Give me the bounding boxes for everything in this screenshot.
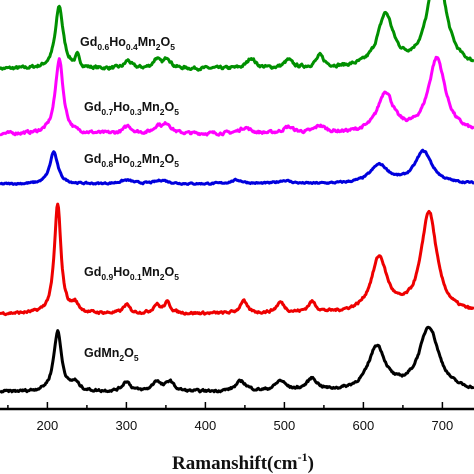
x-tick-label-400: 400 [195, 418, 217, 433]
series-line-0 [0, 0, 474, 72]
x-axis: 200 300 400 500 600 700 [0, 402, 474, 433]
x-tick-label-500: 500 [274, 418, 296, 433]
x-axis-title: Ramanshift(cm-1) [172, 450, 314, 474]
series-label-1: Gd0.7Ho0.3Mn2O5 [84, 100, 179, 117]
series-label-3: Gd0.9Ho0.1Mn2O5 [84, 265, 179, 282]
x-tick-label-200: 200 [37, 418, 59, 433]
series-layer [0, 0, 474, 394]
series-label-0: Gd0.6Ho0.4Mn2O5 [80, 35, 175, 52]
series-line-1 [0, 55, 474, 137]
series-label-4: GdMn2O5 [84, 346, 139, 363]
x-tick-label-300: 300 [116, 418, 138, 433]
series-line-2 [0, 148, 474, 186]
series-label-layer: Gd0.6Ho0.4Mn2O5 Gd0.7Ho0.3Mn2O5 Gd0.8Ho0.2… [80, 35, 179, 363]
x-tick-label-700: 700 [432, 418, 454, 433]
series-line-3 [0, 202, 474, 317]
series-line-4 [0, 325, 474, 394]
series-label-2: Gd0.8Ho0.2Mn2O5 [84, 152, 179, 169]
x-tick-label-600: 600 [353, 418, 375, 433]
